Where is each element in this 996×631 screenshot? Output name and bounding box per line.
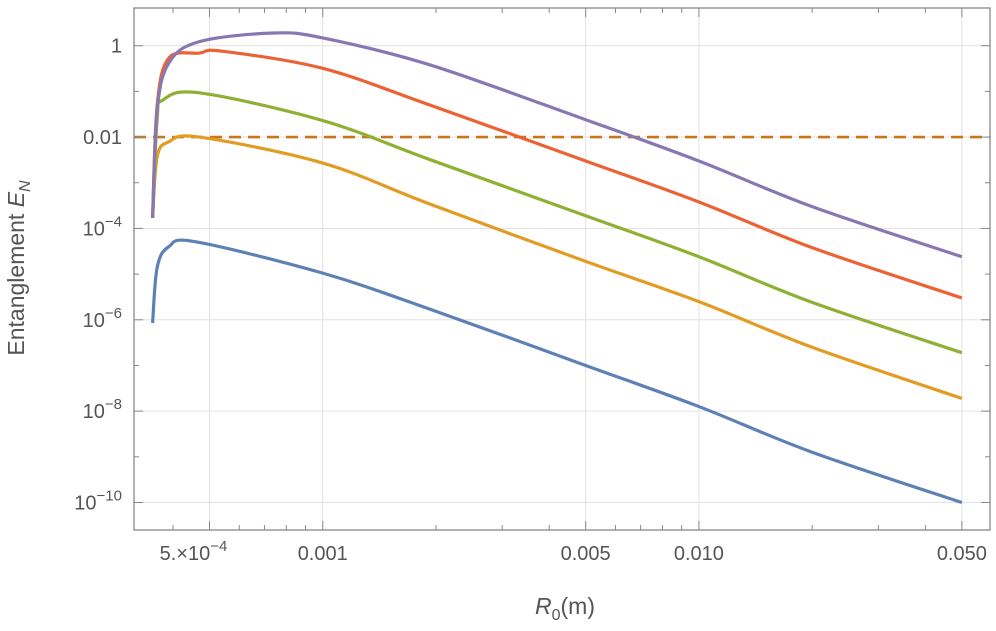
- tick-labels: 5.×10−4 0.001 0.005 0.010 0.050 1 0.01 10−4 10−6…: [74, 36, 987, 565]
- series-line-0: [151, 238, 963, 505]
- x-tick-label: 0.050: [937, 543, 987, 565]
- plot-frame: [133, 7, 991, 531]
- series-line-1: [151, 134, 963, 400]
- series-line-4: [151, 31, 963, 259]
- y-tick-label: 0.01: [83, 127, 122, 149]
- y-axis-label: Entanglement EN: [3, 180, 34, 356]
- x-tick-label: 0.001: [298, 543, 348, 565]
- series-line-2: [151, 90, 963, 355]
- x-tick-label: 0.010: [674, 543, 724, 565]
- y-tick-label: 10−8: [83, 396, 122, 423]
- y-tick-label: 10−4: [83, 213, 122, 240]
- x-tick-label: 0.005: [561, 543, 611, 565]
- y-tick-label: 1: [111, 36, 122, 58]
- series-group: [151, 31, 963, 505]
- grid: [134, 8, 990, 530]
- x-tick-label: 5.×10−4: [160, 538, 228, 565]
- ticks: [134, 8, 990, 530]
- y-tick-label: 10−10: [74, 487, 122, 514]
- series-line-3: [151, 48, 963, 300]
- y-tick-label: 10−6: [83, 305, 122, 332]
- x-axis-label: R0(m): [535, 593, 595, 624]
